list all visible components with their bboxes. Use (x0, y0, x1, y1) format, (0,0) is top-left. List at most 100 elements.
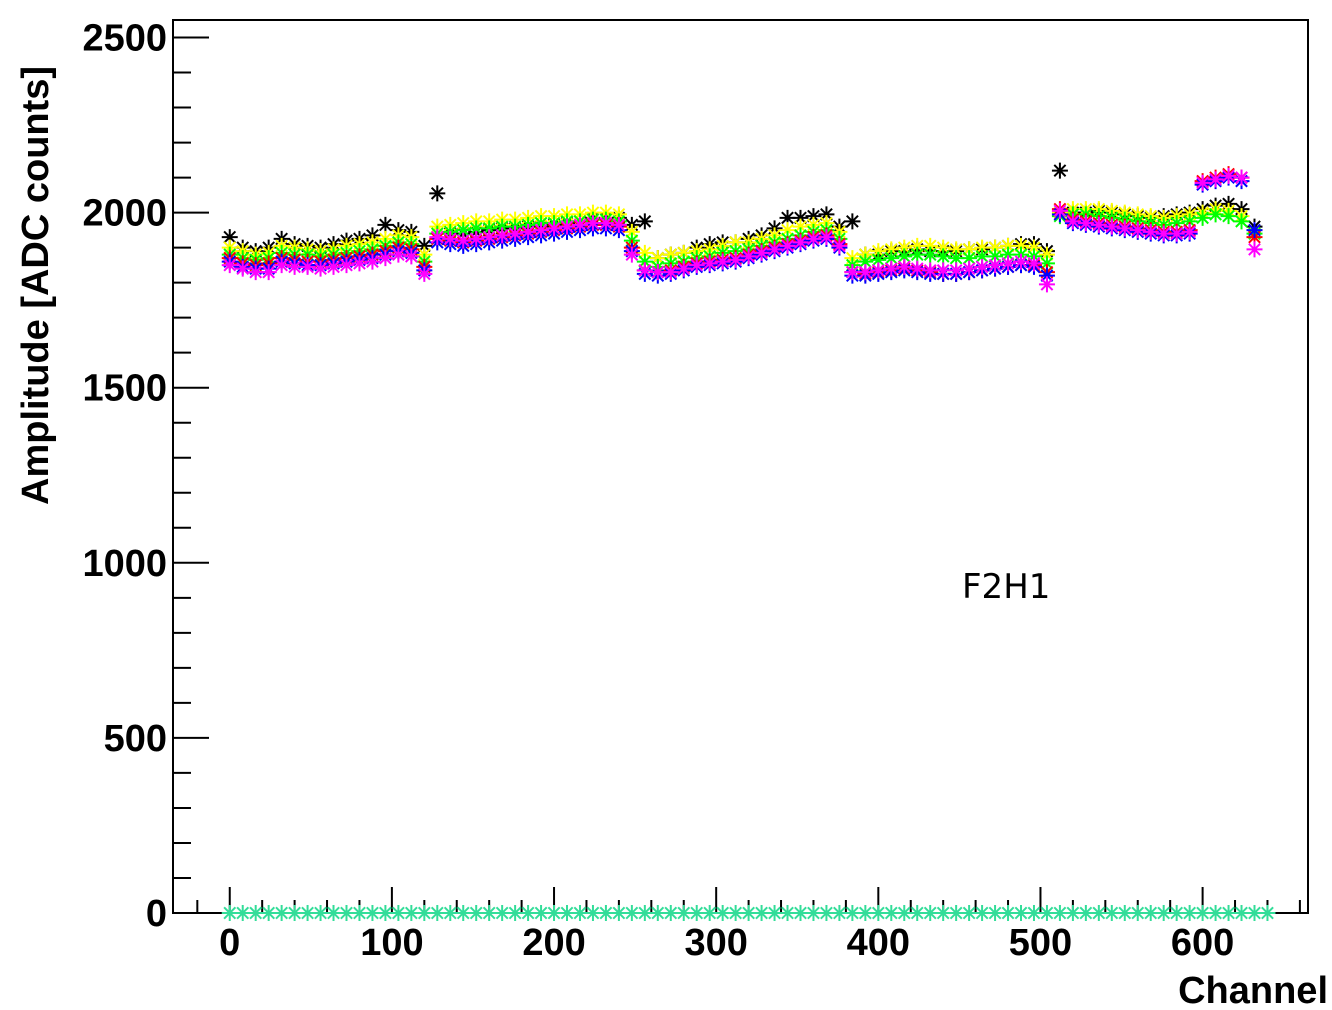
data-point (351, 255, 368, 272)
data-point (935, 248, 952, 265)
data-point (779, 237, 796, 254)
data-point (1103, 218, 1120, 235)
data-point (896, 248, 913, 265)
data-point (1259, 905, 1276, 921)
data-point (1116, 905, 1133, 921)
data-point (455, 222, 472, 239)
data-point (429, 229, 446, 246)
data-point (974, 239, 991, 256)
data-point (1168, 905, 1185, 921)
data-point (429, 905, 446, 921)
data-point (364, 905, 381, 921)
data-point (455, 232, 472, 249)
y-tick-label: 2500 (82, 18, 167, 60)
data-point (1064, 905, 1081, 921)
data-point (559, 218, 576, 235)
data-point (883, 905, 900, 921)
series-6 (221, 905, 1276, 921)
data-point (987, 239, 1004, 256)
data-point (961, 241, 978, 258)
data-point (805, 905, 822, 921)
data-point (520, 905, 537, 921)
data-point (883, 260, 900, 277)
data-point (987, 905, 1004, 921)
data-point (390, 246, 407, 263)
data-point (1181, 213, 1198, 230)
data-point (662, 246, 679, 263)
data-point (1038, 905, 1055, 921)
data-point (494, 227, 511, 244)
data-point (260, 905, 277, 921)
data-point (364, 253, 381, 270)
data-point (1090, 905, 1107, 921)
x-tick-label: 100 (360, 922, 423, 964)
data-point (909, 905, 926, 921)
data-point (1025, 239, 1042, 256)
data-point (1000, 246, 1017, 263)
data-point (922, 246, 939, 263)
data-point (974, 258, 991, 275)
data-point (1013, 905, 1030, 921)
data-point (987, 248, 1004, 265)
data-point (792, 218, 809, 235)
data-point (286, 258, 303, 275)
data-point (299, 258, 316, 275)
data-point (1168, 225, 1185, 242)
data-point (740, 248, 757, 265)
data-point (416, 265, 433, 282)
data-point (1207, 206, 1224, 223)
data-point (247, 264, 264, 281)
data-point (1233, 905, 1250, 921)
data-point (533, 905, 550, 921)
x-axis: 0 100 200 300 400 500 600 (196, 887, 1301, 964)
data-point (299, 905, 316, 921)
data-point (766, 905, 783, 921)
data-point (520, 223, 537, 240)
data-point (221, 905, 238, 921)
data-point (896, 239, 913, 256)
y-tick-label: 500 (104, 718, 167, 760)
x-tick-label: 500 (1009, 922, 1072, 964)
plot-annotation: F2H1 (962, 567, 1050, 607)
data-point (468, 230, 485, 247)
data-point (1051, 905, 1068, 921)
data-point (857, 253, 874, 270)
data-point (1194, 209, 1211, 226)
data-point (779, 209, 796, 226)
data-point (831, 905, 848, 921)
data-point (662, 905, 679, 921)
data-point (390, 905, 407, 921)
data-point (922, 262, 939, 279)
data-point (260, 264, 277, 281)
data-point (766, 241, 783, 258)
y-axis: 0 500 1000 1500 2000 2500 (82, 18, 209, 935)
data-point (403, 248, 420, 265)
data-point (701, 905, 718, 921)
data-point (909, 237, 926, 254)
data-point (610, 216, 627, 233)
data-point (1038, 276, 1055, 293)
data-point (1116, 220, 1133, 237)
data-point (571, 905, 588, 921)
data-point (675, 244, 692, 261)
data-point (870, 251, 887, 268)
data-point (507, 905, 524, 921)
data-point (494, 218, 511, 235)
data-point (675, 905, 692, 921)
data-point (377, 216, 394, 233)
data-point (1233, 169, 1250, 186)
data-point (857, 264, 874, 281)
data-point (896, 258, 913, 275)
data-point (533, 222, 550, 239)
data-point (1051, 202, 1068, 219)
series-5 (221, 167, 1263, 293)
data-point (468, 220, 485, 237)
data-point (649, 264, 666, 281)
data-point (571, 216, 588, 233)
data-point (961, 905, 978, 921)
data-point (649, 905, 666, 921)
data-point (792, 209, 809, 226)
data-point (1025, 255, 1042, 272)
data-point (481, 229, 498, 246)
data-point (338, 257, 355, 274)
